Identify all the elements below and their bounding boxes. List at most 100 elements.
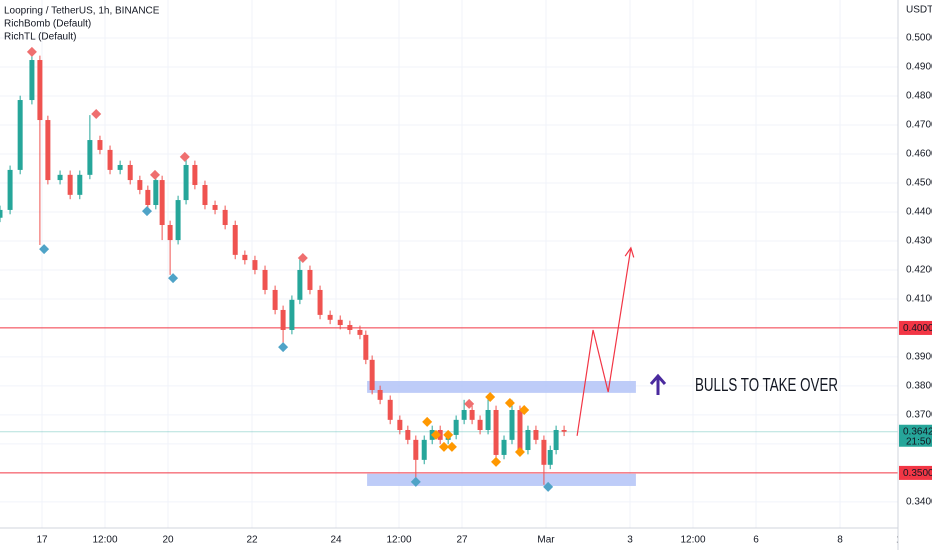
candle-body <box>357 329 363 335</box>
candle-body <box>175 200 181 241</box>
candle-body <box>272 289 278 310</box>
signal-marker <box>422 416 433 427</box>
signal-marker <box>519 404 530 415</box>
candle-body <box>493 409 499 455</box>
signal-marker <box>278 342 289 353</box>
candle-body <box>97 140 103 150</box>
zone <box>367 380 636 393</box>
signal-marker <box>39 244 50 255</box>
x-tick-label: 8 <box>837 535 843 546</box>
signal-marker <box>543 481 554 492</box>
candle-body <box>453 419 459 435</box>
x-tick-label: Mar <box>537 535 555 546</box>
candle-body <box>533 429 539 440</box>
x-tick-label: 24 <box>330 535 342 546</box>
plot-area <box>0 0 898 528</box>
price-tag <box>899 465 932 480</box>
signal-marker <box>430 429 441 440</box>
candle-body <box>547 450 553 465</box>
candle-body <box>280 309 286 330</box>
candle-body <box>363 334 369 360</box>
candle-body <box>67 174 73 195</box>
candle-body <box>307 269 313 290</box>
candle-body <box>77 174 83 195</box>
signal-marker <box>142 206 153 217</box>
candle-body <box>137 180 143 190</box>
signal-marker <box>168 273 179 284</box>
candle-body <box>202 184 208 205</box>
candle-body <box>485 409 491 430</box>
candle-body <box>327 314 333 320</box>
candle-body <box>369 359 375 390</box>
signal-marker <box>485 391 496 402</box>
candle-body <box>477 419 483 430</box>
y-unit: USDT <box>906 5 932 16</box>
candle-body <box>501 439 507 455</box>
candle-body <box>337 319 343 326</box>
candle-body <box>421 439 427 460</box>
candle-body <box>107 149 113 170</box>
signal-marker <box>514 447 525 458</box>
projection-path <box>576 247 632 436</box>
candle-body <box>87 140 93 175</box>
candle-body <box>37 60 43 121</box>
signal-marker <box>504 398 515 409</box>
candle-body <box>167 225 173 241</box>
signal-marker <box>410 476 421 487</box>
candle-body <box>317 289 323 315</box>
x-tick-label: 12:00 <box>92 535 117 546</box>
indicator-label: RichTL (Default) <box>4 32 76 43</box>
candle-body <box>212 204 218 210</box>
candle-body <box>289 299 295 330</box>
signal-marker <box>179 151 190 162</box>
zone <box>367 473 636 486</box>
candle-body <box>29 60 35 101</box>
x-tick-label: 17 <box>36 535 48 546</box>
candle-body <box>413 439 419 460</box>
last-price-label: 0.3642 <box>903 426 932 437</box>
candle-body <box>222 209 228 226</box>
candle-body <box>347 325 353 330</box>
candle-body <box>0 209 3 218</box>
candle-body <box>232 225 238 255</box>
candle-body <box>469 409 475 420</box>
x-tick-label: 3 <box>627 535 633 546</box>
signal-marker <box>491 456 502 467</box>
legend: Loopring / TetherUS, 1h, BINANCE RichBom… <box>4 6 160 43</box>
candle-body <box>509 409 515 440</box>
price-tag-label: 0.4000 <box>903 323 932 334</box>
candle-body <box>17 100 23 170</box>
annotation: BULLS TO TAKE OVER <box>695 375 838 395</box>
countdown-label: 21:50 <box>906 436 931 447</box>
candle-body <box>387 399 393 420</box>
candle-body <box>377 389 383 400</box>
candle-body <box>252 260 258 270</box>
candle-body <box>159 180 165 226</box>
candle-body <box>461 409 467 420</box>
candle-body <box>541 439 547 465</box>
candle-body <box>127 164 133 181</box>
candle-body <box>297 269 303 300</box>
signal-marker <box>297 253 308 264</box>
candle-body <box>192 164 198 185</box>
indicator-label: RichBomb (Default) <box>4 19 91 30</box>
signal-marker <box>91 108 102 119</box>
candle-body <box>262 269 268 290</box>
x-tick-label: 20 <box>162 535 174 546</box>
candle-body <box>145 189 151 205</box>
x-tick-label: 12:00 <box>681 535 706 546</box>
signal-marker <box>438 441 449 452</box>
arrow-head <box>624 246 635 258</box>
